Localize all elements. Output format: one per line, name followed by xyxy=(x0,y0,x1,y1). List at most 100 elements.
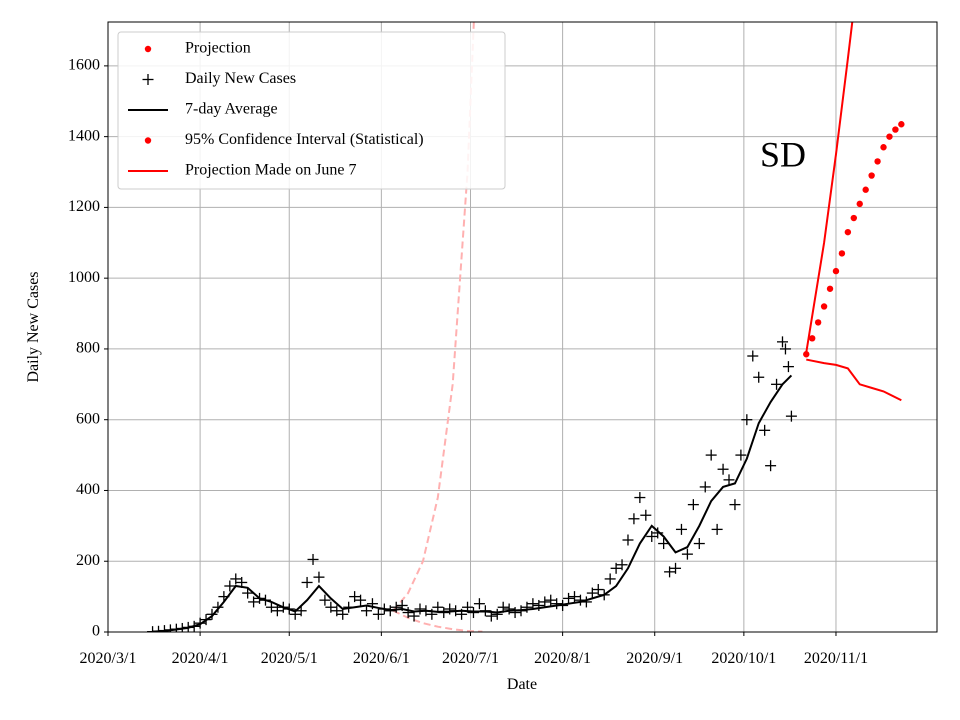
ci-lower xyxy=(806,358,902,402)
case-marker xyxy=(711,523,723,535)
x-tick-label: 2020/9/1 xyxy=(626,650,683,667)
case-marker xyxy=(699,481,711,493)
case-marker xyxy=(491,608,503,620)
projection-dot xyxy=(820,303,828,310)
case-marker xyxy=(444,603,456,615)
case-marker xyxy=(670,562,682,574)
case-marker xyxy=(771,378,783,390)
projection-dot xyxy=(874,158,881,165)
case-marker xyxy=(325,601,337,613)
case-marker xyxy=(634,492,646,504)
ci-upper xyxy=(805,22,854,353)
case-marker xyxy=(212,601,224,613)
case-marker xyxy=(622,534,634,546)
projection-dot xyxy=(826,285,834,292)
case-marker xyxy=(735,449,747,461)
case-marker xyxy=(723,474,735,486)
case-marker xyxy=(503,603,515,615)
x-tick-label: 2020/3/1 xyxy=(80,650,137,667)
case-marker xyxy=(307,553,319,565)
case-marker xyxy=(753,371,765,383)
case-marker xyxy=(729,499,741,511)
x-tick-label: 2020/10/1 xyxy=(711,650,776,667)
case-marker xyxy=(616,559,628,571)
case-marker xyxy=(539,596,551,608)
case-marker xyxy=(747,350,759,362)
projection-dot xyxy=(844,228,852,236)
projection-dot xyxy=(880,144,887,151)
case-marker xyxy=(402,607,414,619)
projection-dot xyxy=(803,351,810,358)
y-tick-label: 1600 xyxy=(68,57,100,74)
case-marker xyxy=(509,607,521,619)
legend-label: Projection xyxy=(185,40,251,57)
y-tick-label: 1200 xyxy=(68,198,100,215)
case-marker xyxy=(592,584,604,596)
y-tick-label: 1400 xyxy=(68,127,100,144)
case-marker xyxy=(652,527,664,539)
case-marker xyxy=(527,598,539,610)
case-marker xyxy=(248,596,260,608)
case-marker xyxy=(551,598,563,610)
case-marker xyxy=(301,576,313,588)
axes-frame xyxy=(107,21,938,633)
case-marker xyxy=(646,530,658,542)
case-marker xyxy=(640,509,652,521)
case-marker xyxy=(224,580,236,592)
case-marker xyxy=(242,587,254,599)
case-marker xyxy=(563,592,575,604)
average-line xyxy=(152,374,793,632)
case-marker xyxy=(337,608,349,620)
legend-label: 7-day Average xyxy=(185,101,278,118)
plot-area xyxy=(147,22,905,632)
case-marker xyxy=(681,548,693,560)
x-axis-label: Date xyxy=(507,676,537,693)
legend-label: Daily New Cases xyxy=(185,70,296,87)
projection-dot xyxy=(856,200,863,208)
projection-dot xyxy=(862,186,869,193)
legend-label: Projection Made on June 7 xyxy=(185,162,357,179)
case-marker xyxy=(206,608,218,620)
projection-dot xyxy=(898,121,905,128)
case-marker xyxy=(765,460,777,472)
case-marker xyxy=(372,608,384,620)
case-marker xyxy=(313,571,325,583)
x-tick-label: 2020/6/1 xyxy=(353,650,410,667)
case-marker xyxy=(628,513,640,525)
x-tick-label: 2020/8/1 xyxy=(534,650,591,667)
case-marker xyxy=(473,598,485,610)
case-marker xyxy=(414,603,426,615)
case-marker xyxy=(687,499,699,511)
case-marker xyxy=(610,562,622,574)
y-tick-label: 400 xyxy=(76,481,100,498)
case-marker xyxy=(533,599,545,611)
legend-box xyxy=(117,31,506,190)
x-tick-label: 2020/5/1 xyxy=(261,650,318,667)
case-marker xyxy=(265,601,277,613)
y-tick-label: 200 xyxy=(76,552,100,569)
projection-dot xyxy=(886,133,893,140)
case-marker xyxy=(390,601,402,613)
y-tick-label: 0 xyxy=(92,623,100,640)
legend-label: 95% Confidence Interval (Statistical) xyxy=(185,131,424,148)
case-marker xyxy=(271,605,283,617)
case-marker xyxy=(545,594,557,606)
x-tick-label: 2020/11/1 xyxy=(804,650,868,667)
case-marker xyxy=(658,538,670,550)
case-marker xyxy=(586,587,598,599)
case-marker xyxy=(675,523,687,535)
case-marker xyxy=(741,414,753,426)
case-marker xyxy=(705,449,717,461)
case-marker xyxy=(230,573,242,585)
y-axis-label: Daily New Cases xyxy=(25,271,42,382)
case-marker xyxy=(521,601,533,613)
projection-dot xyxy=(838,250,846,257)
annotation: SD xyxy=(760,134,806,174)
case-marker xyxy=(693,538,705,550)
legend-plus xyxy=(142,74,154,85)
case-marker xyxy=(604,573,616,585)
legend-dot xyxy=(144,137,152,144)
june7-lower xyxy=(392,609,483,632)
case-marker xyxy=(319,594,331,606)
